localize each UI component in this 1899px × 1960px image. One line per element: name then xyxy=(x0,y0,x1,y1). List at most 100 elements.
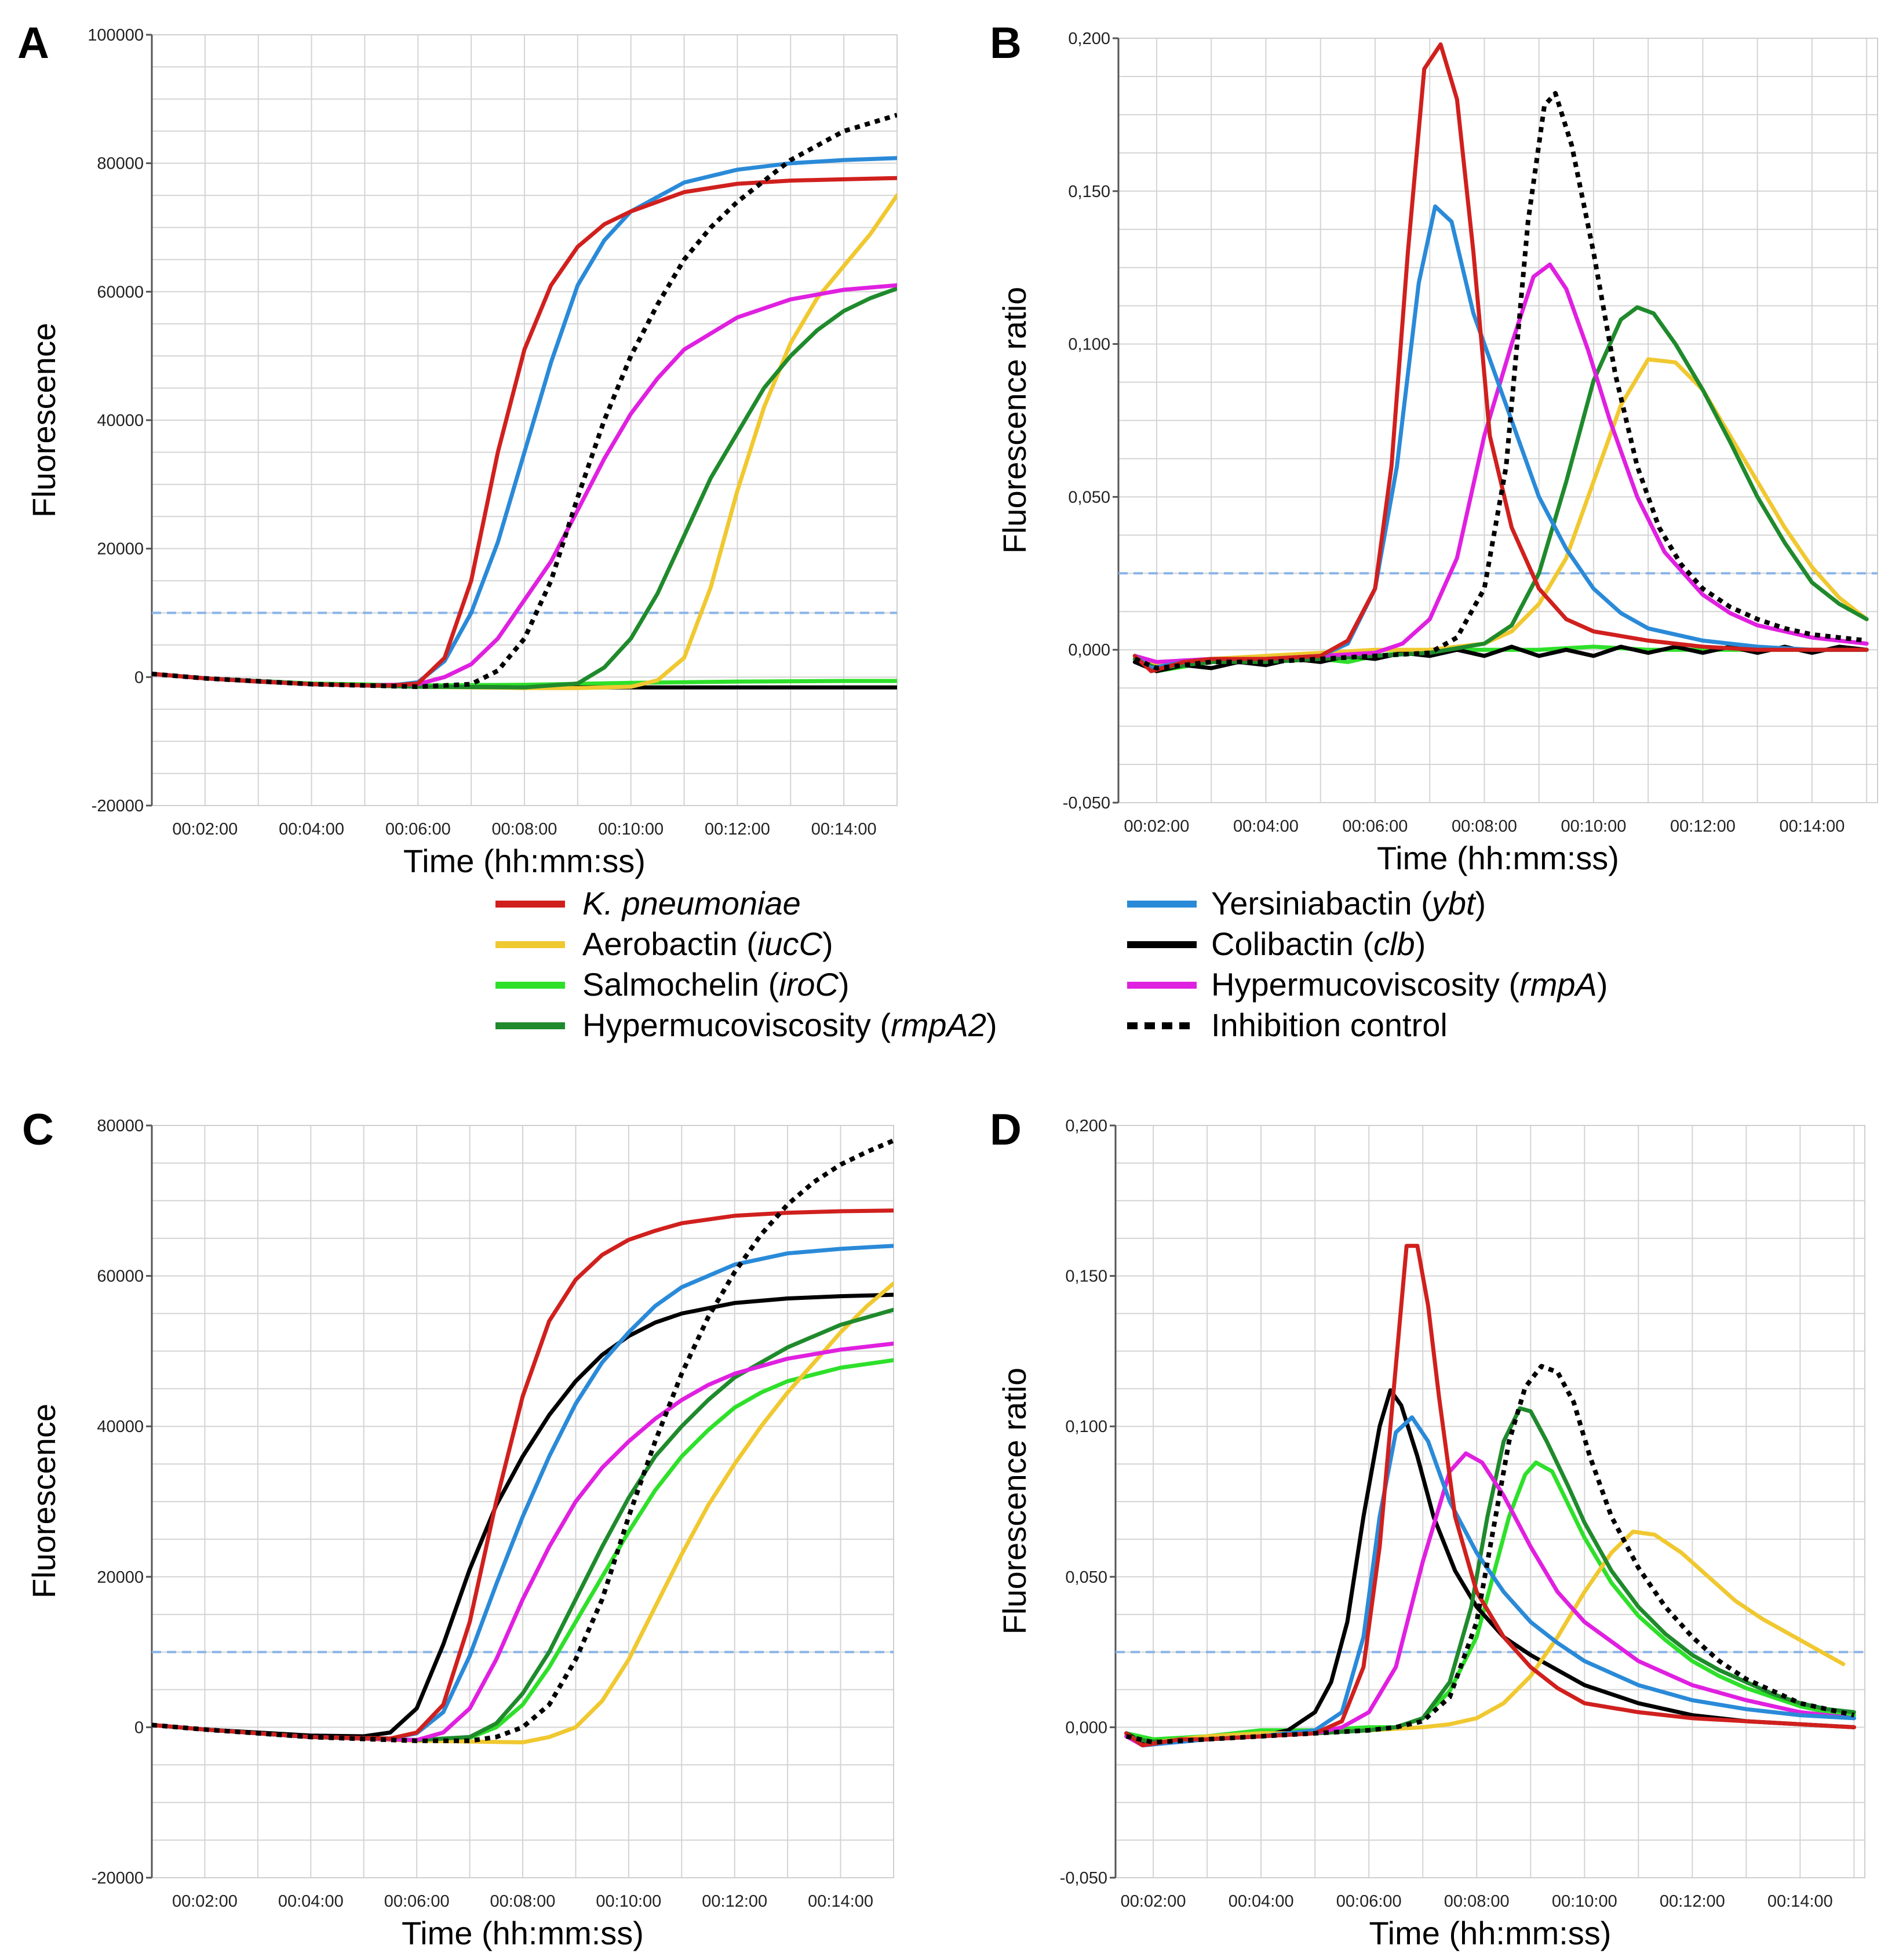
panel-d: -0,050 0,000 0,050 0,100 0,150 0,200 00:02:00 0… xyxy=(990,1105,1865,1951)
panel-c: -20000 0 20000 40000 60000 80000 00:02:00 00:04… xyxy=(22,1105,894,1951)
panel-b: -0,050 0,000 0,050 0,100 0,150 0,200 00:02:00 0… xyxy=(990,19,1878,876)
legend-label-text: Yersiniabactin ( xyxy=(1211,885,1432,921)
x-tick-label: 00:04:00 xyxy=(278,1892,344,1911)
series-group xyxy=(152,1138,894,1744)
legend-item-kp: K. pneumoniae xyxy=(495,885,801,921)
panel-letter: D xyxy=(990,1105,1022,1154)
legend-item-iuc: Aerobactin (iucC) xyxy=(495,926,833,962)
x-tick-label: 00:14:00 xyxy=(808,1892,873,1911)
series-line-kp xyxy=(152,1208,894,1741)
y-tick-label: 60000 xyxy=(97,283,144,301)
legend-item-iro: Salmochelin (iroC) xyxy=(495,966,850,1003)
y-tick-label: -20000 xyxy=(92,797,144,815)
panel-a: -20000 0 20000 40000 60000 80000 100000 00:02:0… xyxy=(17,19,898,879)
x-tick-label: 00:14:00 xyxy=(811,820,877,839)
series-group xyxy=(1132,42,1869,673)
series-line-clb xyxy=(152,1292,894,1739)
x-tick-label: 00:04:00 xyxy=(1229,1892,1294,1911)
legend-label: Salmochelin (iroC) xyxy=(582,966,850,1003)
x-tick-label: 00:06:00 xyxy=(1343,817,1408,836)
legend-label: Yersiniabactin (ybt) xyxy=(1211,885,1486,921)
legend-label-text: ) xyxy=(1475,885,1486,921)
x-tick-label: 00:06:00 xyxy=(1336,1892,1402,1911)
legend-label-text: ) xyxy=(1415,926,1426,962)
y-tick-label: -20000 xyxy=(92,1869,144,1888)
legend-label-text: ) xyxy=(839,966,850,1003)
y-tick-label: 20000 xyxy=(97,540,144,559)
x-tick-label: 00:08:00 xyxy=(1444,1892,1510,1911)
y-tick-label: 0 xyxy=(134,1718,144,1737)
y-axis-title: Fluorescence xyxy=(25,323,62,518)
series-line-ic xyxy=(152,1138,894,1743)
x-tick-label: 00:10:00 xyxy=(598,820,664,839)
series-line-ic xyxy=(1125,1364,1855,1745)
y-tick-label: 0,050 xyxy=(1068,488,1110,507)
x-tick-label: 00:02:00 xyxy=(1121,1892,1186,1911)
x-tick-label: 00:06:00 xyxy=(384,1892,450,1911)
y-tick-label: 0,100 xyxy=(1068,336,1110,354)
legend-label-text: ) xyxy=(822,926,833,962)
x-tick-label: 00:12:00 xyxy=(702,1892,767,1911)
legend-label-text: Inhibition control xyxy=(1211,1007,1448,1043)
legend-label-gene: rmpA xyxy=(1519,966,1597,1003)
x-tick-label: 00:10:00 xyxy=(596,1892,661,1911)
series-group xyxy=(152,112,897,690)
y-axis-title: Fluorescence ratio xyxy=(996,287,1033,554)
series-line-rmpA2 xyxy=(1124,1406,1856,1744)
x-tick-label: 00:02:00 xyxy=(1124,817,1190,836)
y-tick-label: 60000 xyxy=(97,1267,144,1286)
legend-label-text: Colibactin ( xyxy=(1211,926,1373,962)
grid xyxy=(1118,38,1878,803)
legend-item-rmpA2: Hypermucoviscosity (rmpA2) xyxy=(495,1007,997,1043)
x-tick-label: 00:12:00 xyxy=(705,820,770,839)
legend-label: Aerobactin (iucC) xyxy=(582,926,833,962)
y-tick-label: 0,100 xyxy=(1065,1418,1107,1436)
y-tick-label: -0,050 xyxy=(1063,794,1110,813)
legend-label: Colibactin (clb) xyxy=(1211,926,1426,962)
legend-item-rmpA: Hypermucoviscosity (rmpA) xyxy=(1127,966,1608,1003)
legend-label-gene: iucC xyxy=(757,926,823,962)
x-axis-title: Time (hh:mm:ss) xyxy=(402,1915,644,1951)
y-tick-label: 0,050 xyxy=(1065,1568,1107,1587)
series-group xyxy=(1124,1244,1856,1748)
y-tick-label: 20000 xyxy=(97,1568,144,1587)
y-tick-label: 0,200 xyxy=(1065,1117,1107,1135)
legend-item-ybt: Yersiniabactin (ybt) xyxy=(1127,885,1486,921)
y-axis-title: Fluorescence xyxy=(25,1404,62,1598)
x-tick-label: 00:02:00 xyxy=(172,820,238,839)
x-axis-title: Time (hh:mm:ss) xyxy=(403,843,646,879)
panel-letter: B xyxy=(990,19,1022,68)
legend-label: Hypermucoviscosity (rmpA) xyxy=(1211,966,1608,1003)
legend-label: Inhibition control xyxy=(1211,1007,1448,1043)
legend-label-text: Hypermucoviscosity ( xyxy=(1211,966,1519,1003)
legend-label-text: ) xyxy=(1597,966,1608,1003)
y-tick-label: 40000 xyxy=(97,1418,144,1436)
y-tick-label: 0,000 xyxy=(1068,641,1110,660)
legend-label-text: Hypermucoviscosity ( xyxy=(582,1007,891,1043)
legend-label-text: Salmochelin ( xyxy=(582,966,779,1003)
y-tick-label: 0,150 xyxy=(1068,183,1110,201)
x-tick-label: 00:02:00 xyxy=(172,1892,238,1911)
x-tick-label: 00:12:00 xyxy=(1670,817,1736,836)
y-tick-label: 0,200 xyxy=(1068,30,1110,48)
y-tick-label: 40000 xyxy=(97,411,144,430)
legend-label-text: ) xyxy=(986,1007,997,1043)
series-line-clb xyxy=(1124,1388,1856,1744)
y-tick-label: 0 xyxy=(134,668,144,687)
x-tick-label: 00:08:00 xyxy=(490,1892,556,1911)
panel-letter: A xyxy=(17,19,49,68)
y-tick-label: 0,150 xyxy=(1065,1267,1107,1286)
x-axis-title: Time (hh:mm:ss) xyxy=(1377,840,1619,876)
legend: K. pneumoniae Yersiniabactin (ybt) Aerobac… xyxy=(495,885,1608,1043)
y-axis-title: Fluorescence ratio xyxy=(996,1368,1033,1635)
x-tick-label: 00:08:00 xyxy=(492,820,557,839)
legend-item-ic: Inhibition control xyxy=(1127,1007,1448,1043)
x-tick-label: 00:10:00 xyxy=(1552,1892,1617,1911)
legend-label-text: K. pneumoniae xyxy=(582,885,801,921)
x-axis-title: Time (hh:mm:ss) xyxy=(1369,1915,1612,1951)
x-tick-label: 00:14:00 xyxy=(1779,817,1845,836)
series-line-kp xyxy=(1132,42,1869,673)
panel-letter: C xyxy=(22,1105,54,1154)
legend-label: Hypermucoviscosity (rmpA2) xyxy=(582,1007,997,1043)
